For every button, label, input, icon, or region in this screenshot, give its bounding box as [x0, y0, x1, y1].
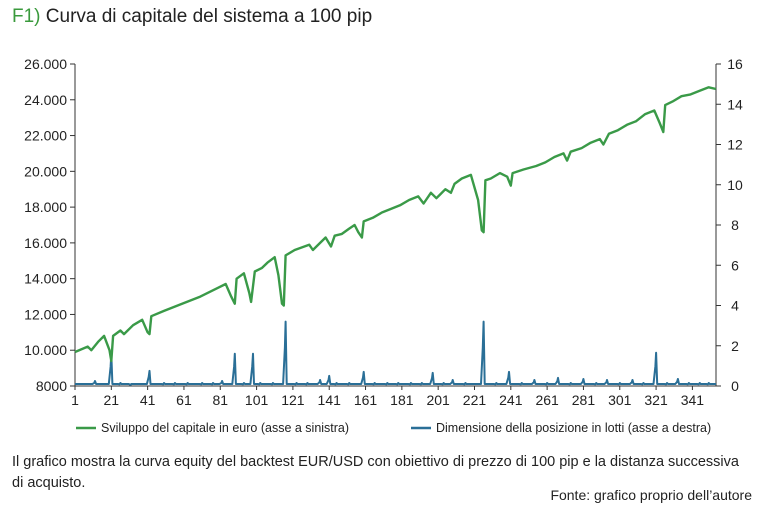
y-left-tick-label: 18.000: [24, 199, 67, 215]
y-right-ticks: 0 2 4 6 8 10 12 14 16: [716, 56, 743, 394]
caption: Il grafico mostra la curva equity del ba…: [12, 454, 739, 491]
y-left-tick-label: 20.000: [24, 163, 67, 179]
y-left-tick-label: 10.000: [24, 342, 67, 358]
x-tick-label: 141: [318, 392, 342, 408]
legend: Sviluppo del capitale in euro (asse a si…: [76, 421, 711, 435]
x-tick-label: 301: [608, 392, 632, 408]
title-text: Curva di capitale del sistema a 100 pip: [45, 6, 373, 27]
source-note: Fonte: grafico proprio dell’autore: [550, 487, 752, 503]
series-equity-line: [74, 86, 717, 363]
y-left-tick-label: 8000: [36, 378, 67, 394]
y-right-tick-label: 10: [727, 177, 743, 193]
y-right-tick-label: 6: [731, 257, 739, 273]
x-tick-label: 281: [572, 392, 596, 408]
x-ticks: 1 21 41 61 81 101 121 141 161 181 201 221 241 261 281 3…: [71, 386, 704, 408]
y-right-tick-label: 14: [727, 96, 743, 112]
y-right-tick-label: 2: [731, 338, 739, 354]
chart-title: F1) Curva di capitale del sistema a 100 …: [12, 6, 372, 28]
y-right-tick-label: 8: [731, 217, 739, 233]
y-left-tick-label: 24.000: [24, 92, 67, 108]
x-tick-label: 1: [71, 392, 79, 408]
series-lines: [74, 86, 717, 386]
y-left-tick-label: 14.000: [24, 271, 67, 287]
x-tick-label: 181: [390, 392, 414, 408]
y-left-ticks: 8000 10.000 12.000 14.000 16.000 18.000 20.000…: [24, 56, 75, 394]
x-tick-label: 241: [499, 392, 523, 408]
x-tick-label: 201: [426, 392, 450, 408]
x-tick-label: 261: [535, 392, 559, 408]
y-right-tick-label: 0: [731, 378, 739, 394]
x-tick-label: 221: [463, 392, 487, 408]
y-left-tick-label: 12.000: [24, 306, 67, 322]
figure-number: F1): [12, 6, 41, 27]
legend-label-position: Dimensione della posizione in lotti (ass…: [436, 421, 711, 435]
x-tick-label: 61: [176, 392, 192, 408]
legend-label-equity: Sviluppo del capitale in euro (asse a si…: [101, 421, 349, 435]
x-tick-label: 81: [212, 392, 228, 408]
y-right-tick-label: 16: [727, 56, 743, 72]
axes: [74, 64, 717, 387]
x-tick-label: 161: [354, 392, 378, 408]
equity-chart: 8000 10.000 12.000 14.000 16.000 18.000 20.000…: [24, 56, 743, 435]
x-tick-label: 41: [140, 392, 156, 408]
x-tick-label: 341: [681, 392, 705, 408]
y-right-tick-label: 4: [731, 298, 739, 314]
y-right-tick-label: 12: [727, 137, 743, 153]
x-tick-label: 21: [104, 392, 120, 408]
x-tick-label: 101: [245, 392, 269, 408]
y-left-tick-label: 26.000: [24, 56, 67, 72]
y-left-tick-label: 22.000: [24, 128, 67, 144]
series-position-size-line: [75, 320, 716, 386]
x-tick-label: 121: [281, 392, 305, 408]
y-left-tick-label: 16.000: [24, 235, 67, 251]
x-tick-label: 321: [644, 392, 668, 408]
